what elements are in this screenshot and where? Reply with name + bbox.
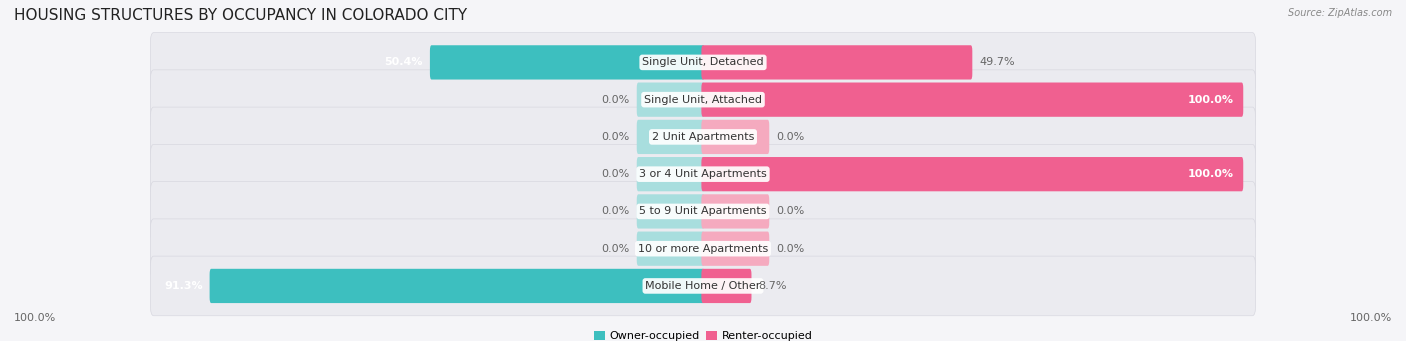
Text: 100.0%: 100.0% [1350,313,1392,323]
Text: 0.0%: 0.0% [602,244,630,254]
FancyBboxPatch shape [430,45,704,79]
FancyBboxPatch shape [150,70,1256,130]
FancyBboxPatch shape [150,33,1256,92]
FancyBboxPatch shape [637,83,704,117]
Text: 5 to 9 Unit Apartments: 5 to 9 Unit Apartments [640,206,766,217]
Text: 0.0%: 0.0% [602,132,630,142]
Text: 0.0%: 0.0% [602,169,630,179]
FancyBboxPatch shape [702,269,751,303]
FancyBboxPatch shape [702,157,1243,191]
FancyBboxPatch shape [702,232,769,266]
Text: Mobile Home / Other: Mobile Home / Other [645,281,761,291]
FancyBboxPatch shape [150,182,1256,241]
Text: 100.0%: 100.0% [1188,169,1234,179]
FancyBboxPatch shape [150,107,1256,167]
Text: 100.0%: 100.0% [1188,95,1234,105]
FancyBboxPatch shape [150,144,1256,204]
Text: 8.7%: 8.7% [758,281,787,291]
FancyBboxPatch shape [702,83,1243,117]
FancyBboxPatch shape [702,120,769,154]
Text: 0.0%: 0.0% [776,132,804,142]
FancyBboxPatch shape [702,45,973,79]
Text: HOUSING STRUCTURES BY OCCUPANCY IN COLORADO CITY: HOUSING STRUCTURES BY OCCUPANCY IN COLOR… [14,9,467,24]
Text: 49.7%: 49.7% [980,57,1015,68]
Text: 0.0%: 0.0% [602,206,630,217]
FancyBboxPatch shape [150,219,1256,279]
Legend: Owner-occupied, Renter-occupied: Owner-occupied, Renter-occupied [593,331,813,341]
FancyBboxPatch shape [637,232,704,266]
Text: Source: ZipAtlas.com: Source: ZipAtlas.com [1288,9,1392,18]
Text: 3 or 4 Unit Apartments: 3 or 4 Unit Apartments [640,169,766,179]
FancyBboxPatch shape [637,120,704,154]
Text: 100.0%: 100.0% [14,313,56,323]
Text: 91.3%: 91.3% [165,281,202,291]
FancyBboxPatch shape [209,269,704,303]
Text: Single Unit, Attached: Single Unit, Attached [644,95,762,105]
Text: Single Unit, Detached: Single Unit, Detached [643,57,763,68]
FancyBboxPatch shape [702,194,769,228]
FancyBboxPatch shape [637,194,704,228]
Text: 10 or more Apartments: 10 or more Apartments [638,244,768,254]
Text: 0.0%: 0.0% [602,95,630,105]
FancyBboxPatch shape [150,256,1256,316]
Text: 0.0%: 0.0% [776,206,804,217]
FancyBboxPatch shape [637,157,704,191]
Text: 2 Unit Apartments: 2 Unit Apartments [652,132,754,142]
Text: 50.4%: 50.4% [384,57,423,68]
Text: 0.0%: 0.0% [776,244,804,254]
